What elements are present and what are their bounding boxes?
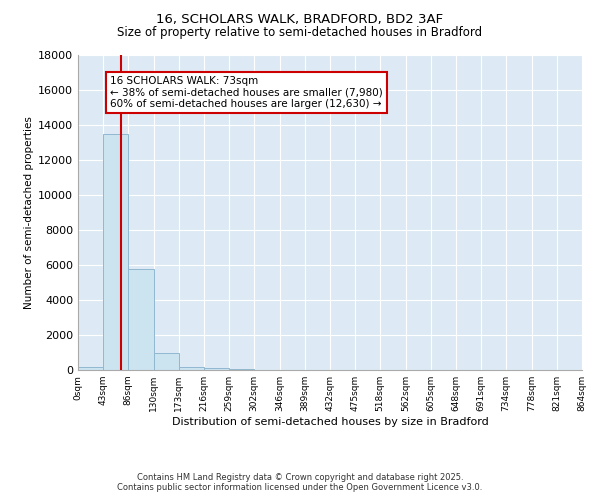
- Bar: [229, 369, 254, 370]
- Y-axis label: Number of semi-detached properties: Number of semi-detached properties: [24, 116, 34, 309]
- Text: 16, SCHOLARS WALK, BRADFORD, BD2 3AF: 16, SCHOLARS WALK, BRADFORD, BD2 3AF: [157, 12, 443, 26]
- X-axis label: Distribution of semi-detached houses by size in Bradford: Distribution of semi-detached houses by …: [172, 417, 488, 427]
- Bar: [154, 354, 179, 370]
- Bar: [204, 368, 229, 370]
- Bar: [103, 134, 128, 370]
- Bar: [78, 366, 103, 370]
- Bar: [128, 268, 154, 370]
- Text: 16 SCHOLARS WALK: 73sqm
← 38% of semi-detached houses are smaller (7,980)
60% of: 16 SCHOLARS WALK: 73sqm ← 38% of semi-de…: [110, 76, 383, 109]
- Text: Contains HM Land Registry data © Crown copyright and database right 2025.
Contai: Contains HM Land Registry data © Crown c…: [118, 473, 482, 492]
- Bar: [179, 366, 204, 370]
- Text: Size of property relative to semi-detached houses in Bradford: Size of property relative to semi-detach…: [118, 26, 482, 39]
